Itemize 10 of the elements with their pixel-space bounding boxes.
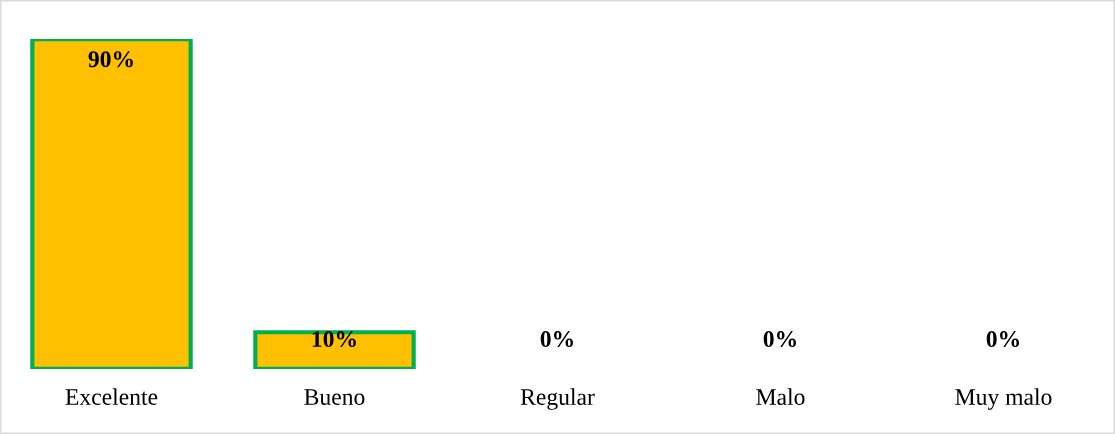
data-label: 90% — [88, 51, 133, 68]
data-label: 0% — [763, 331, 796, 348]
x-tick-label: Excelente — [65, 388, 158, 405]
x-tick-label: Malo — [756, 388, 805, 405]
x-tick-label: Muy malo — [955, 388, 1052, 410]
x-tick-label: Regular — [520, 388, 595, 410]
data-label: 10% — [312, 331, 356, 348]
data-label: 0% — [986, 331, 1019, 348]
x-tick-label: Bueno — [304, 389, 365, 405]
data-label: 0% — [540, 331, 573, 348]
